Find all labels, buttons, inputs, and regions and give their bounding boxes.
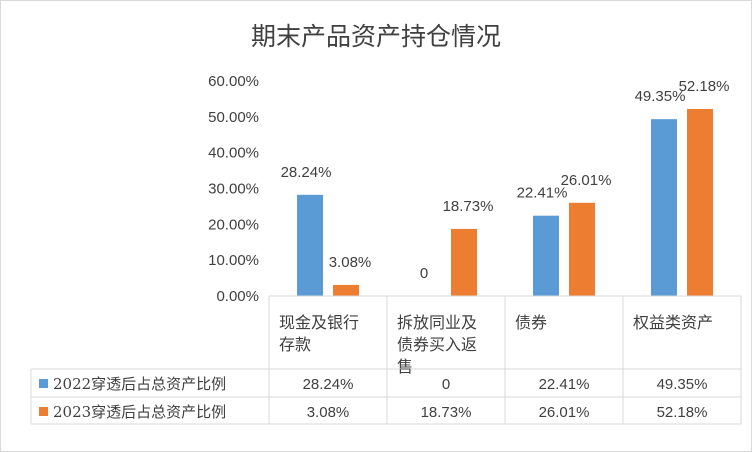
y-tick-label: 60.00% <box>208 73 259 90</box>
table-cell: 22.41% <box>539 376 590 393</box>
category-label: 售 <box>397 357 413 376</box>
bar <box>569 202 595 296</box>
legend-swatch <box>39 407 48 416</box>
table-cell: 28.24% <box>303 376 354 393</box>
table-cell: 26.01% <box>539 404 590 421</box>
category-label: 拆放同业及 <box>397 313 477 332</box>
category-label: 债券 <box>515 313 547 332</box>
table-cell: 3.08% <box>307 404 350 421</box>
data-label: 28.24% <box>281 164 332 181</box>
bar <box>533 215 559 296</box>
y-tick-label: 10.00% <box>208 252 259 269</box>
data-label: 0 <box>420 265 428 282</box>
bar <box>651 119 677 296</box>
chart-title: 期末产品资产持仓情况 <box>251 22 501 51</box>
bar <box>687 109 713 296</box>
data-label: 49.35% <box>635 88 686 105</box>
category-label: 债券买入返 <box>397 335 477 354</box>
bar <box>297 194 323 296</box>
y-tick-label: 20.00% <box>208 216 259 233</box>
data-labels: 28.24% 0 22.41% 49.35% 3.08% 18.73% 26.01% 52.1… <box>281 78 730 282</box>
data-label: 3.08% <box>329 254 372 271</box>
table-cell: 52.18% <box>657 404 708 421</box>
bar <box>451 228 477 296</box>
series-name: 2023穿透后占总资产比例 <box>53 403 226 421</box>
table-cell: 0 <box>442 376 450 393</box>
series-name: 2022穿透后占总资产比例 <box>53 375 226 393</box>
table-cell: 18.73% <box>421 404 472 421</box>
legend-swatch <box>39 379 48 388</box>
category-label: 权益类资产 <box>633 313 713 332</box>
data-label: 18.73% <box>443 198 494 215</box>
bar <box>333 284 359 296</box>
y-tick-label: 30.00% <box>208 181 259 198</box>
table-cell: 49.35% <box>657 376 708 393</box>
y-tick-label: 0.00% <box>216 288 259 305</box>
y-tick-label: 40.00% <box>208 145 259 162</box>
y-axis: 0.00% 10.00% 20.00% 30.00% 40.00% 50.00% 60.00… <box>208 73 259 305</box>
category-label: 存款 <box>279 335 311 354</box>
data-label: 22.41% <box>517 185 568 202</box>
category-label: 现金及银行 <box>279 313 359 332</box>
bars <box>297 109 713 296</box>
data-label: 26.01% <box>561 172 612 189</box>
y-tick-label: 50.00% <box>208 109 259 126</box>
data-label: 52.18% <box>679 78 730 95</box>
